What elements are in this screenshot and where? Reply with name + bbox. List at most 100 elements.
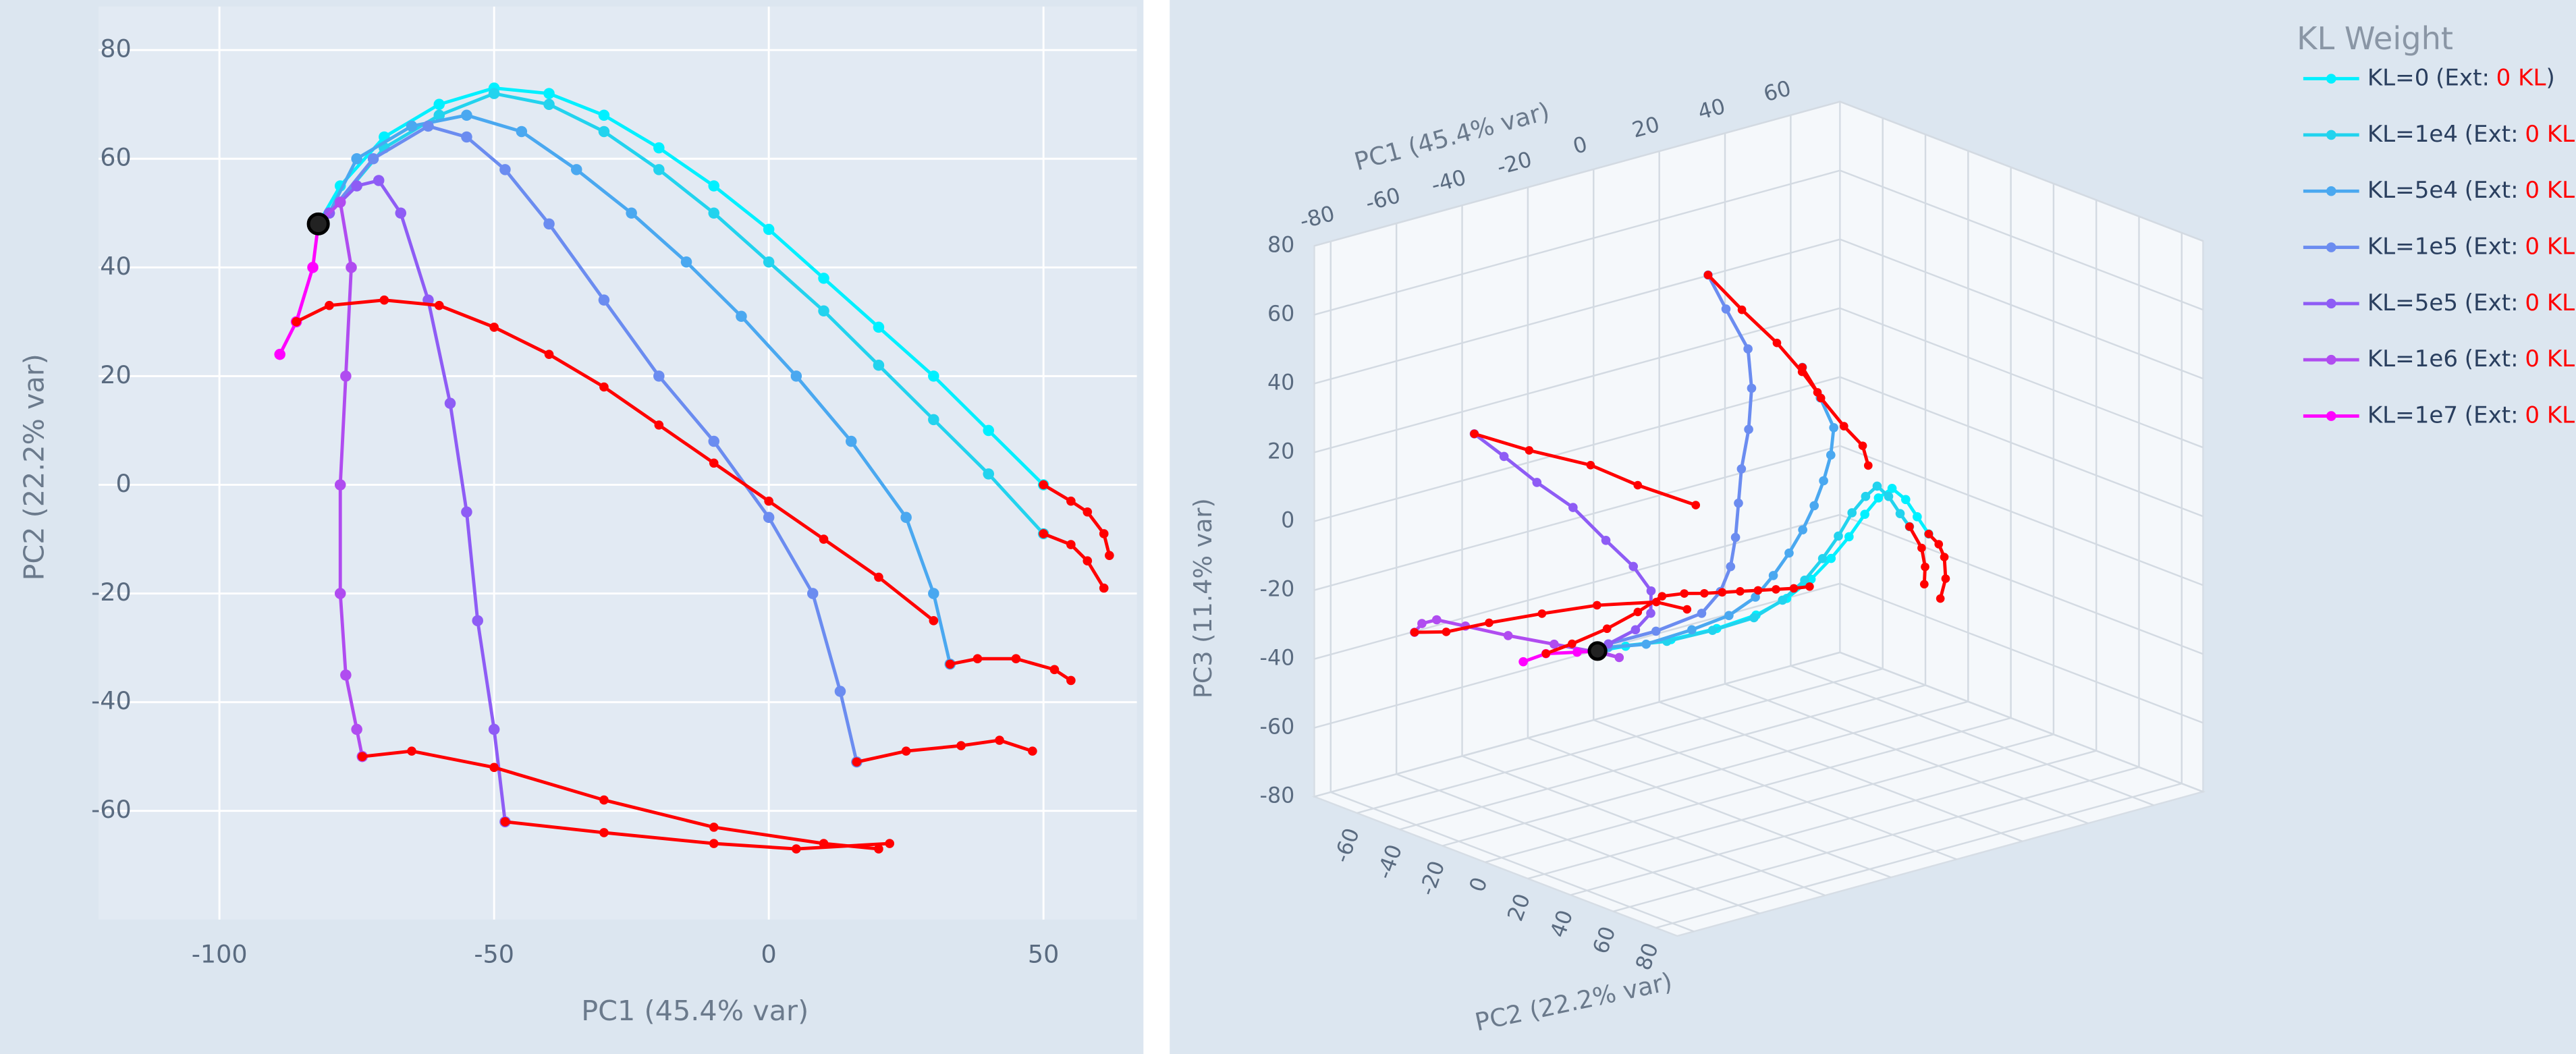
y-axis-title: PC2 (22.2% var) xyxy=(18,354,51,580)
trajectory-point xyxy=(983,424,995,437)
extrapolation-point xyxy=(995,736,1004,745)
trajectory-point xyxy=(461,506,472,518)
extrapolation-point xyxy=(1919,580,1929,589)
trajectory-line xyxy=(278,223,321,356)
grid-line xyxy=(1655,783,2183,929)
trajectory-point xyxy=(1518,657,1528,667)
trajectory-point xyxy=(307,262,319,273)
z-axis-title: PC3 (11.4% var) xyxy=(1188,498,1217,698)
trajectory-point xyxy=(543,99,555,110)
trajectory-point xyxy=(1809,501,1819,511)
extrapolation-point xyxy=(1066,496,1076,506)
extrapolation-point xyxy=(599,382,609,392)
trajectory-point xyxy=(1687,625,1697,635)
trajectory-point xyxy=(461,109,472,121)
trajectory-line xyxy=(1596,274,1753,653)
x-axis-title: PC1 (45.4% var) xyxy=(581,995,809,1027)
y-tick-label: -60 xyxy=(91,795,132,824)
trajectory-point xyxy=(334,479,346,491)
grid-line xyxy=(1356,667,1884,814)
trajectory-point xyxy=(406,120,418,132)
trajectory-point xyxy=(708,180,720,192)
trajectory-point xyxy=(708,207,720,219)
legend-swatch-dot xyxy=(2326,242,2336,252)
extrapolation-point xyxy=(874,844,883,854)
legend-ext-open: (Ext: xyxy=(2465,345,2519,372)
extrapolation-point xyxy=(945,659,955,669)
trajectory-point xyxy=(834,686,846,697)
extrapolation-point xyxy=(1066,540,1076,549)
extrapolation-point xyxy=(599,828,609,837)
extrapolation-point xyxy=(901,746,911,756)
extrapolation-point xyxy=(489,323,499,332)
trajectory-point xyxy=(1724,611,1734,620)
legend-ext-value: 0 KL xyxy=(2525,345,2575,372)
extrapolation-point xyxy=(1633,607,1643,617)
extrapolation-point xyxy=(956,741,966,750)
y-tick-label: 20 xyxy=(100,360,131,389)
extrapolation-point xyxy=(1525,446,1534,455)
extrapolation-point xyxy=(1718,588,1727,597)
trajectory-point xyxy=(873,360,885,371)
legend-ext-close: ) xyxy=(2575,401,2576,428)
grid-line xyxy=(1314,514,1840,660)
trajectory-point xyxy=(1778,595,1788,605)
grid-line xyxy=(1724,683,2089,825)
trajectory-point xyxy=(626,207,637,219)
start-point xyxy=(1587,641,1608,661)
grid-line xyxy=(1527,737,1892,879)
trajectory-point xyxy=(983,468,995,480)
trajectory-point xyxy=(488,723,500,736)
extrapolation-point xyxy=(1839,422,1848,431)
trajectory-line xyxy=(317,124,858,762)
trajectory-point xyxy=(653,370,665,382)
trajectory-point xyxy=(818,305,829,317)
trajectory-point xyxy=(570,164,582,175)
extrapolation-point xyxy=(852,757,862,767)
trajectory-point xyxy=(1895,509,1905,519)
trajectory-point xyxy=(340,370,352,382)
trajectory-point xyxy=(1847,508,1857,518)
extrapolation-point xyxy=(325,300,334,310)
trajectory-point xyxy=(1817,553,1828,563)
legend-entry: KL=1e7 (Ext:0 KL) xyxy=(2367,401,2576,428)
trajectory-point xyxy=(708,435,720,447)
y-tick-label: 40 xyxy=(100,252,131,281)
trajectory-point xyxy=(1572,647,1582,657)
grid-line xyxy=(1839,651,2203,793)
extrapolation-point xyxy=(764,496,773,506)
trajectory-point xyxy=(334,588,346,599)
extrapolation-point xyxy=(1485,618,1493,628)
legend-ext-value: 0 KL xyxy=(2525,177,2575,204)
legend-ext-close: ) xyxy=(2575,345,2576,372)
trajectory-point xyxy=(351,180,362,192)
legend-swatch-dot xyxy=(2326,354,2336,365)
extrapolation-point xyxy=(792,844,801,854)
extrapolation-point xyxy=(379,295,389,305)
grid-line xyxy=(1314,651,1840,798)
extrapolation-point xyxy=(1470,429,1479,439)
trajectory-point xyxy=(334,196,346,208)
legend-swatch-dot xyxy=(2326,298,2336,309)
extrapolation-point xyxy=(500,817,510,827)
trajectory-point xyxy=(351,152,362,165)
trajectory-point xyxy=(1826,553,1836,563)
extrapolation-point xyxy=(1039,480,1048,490)
x-tick-label: -100 xyxy=(192,940,248,969)
z-tick-label: -60 xyxy=(1260,715,1295,740)
z-tick-label: -20 xyxy=(1260,578,1295,602)
trajectory-point xyxy=(763,256,775,268)
extrapolation-point xyxy=(1905,522,1914,531)
extrapolation-point xyxy=(1917,543,1926,553)
z-tick-label: 0 xyxy=(1281,509,1294,533)
extrapolation-point xyxy=(819,534,829,544)
y-tick-label: 80 xyxy=(100,34,131,63)
legend-swatch-dot xyxy=(2326,186,2336,196)
trajectory-point xyxy=(1900,495,1911,505)
grid-line xyxy=(1839,514,2203,655)
extrapolation-point xyxy=(489,762,499,773)
trajectory-point xyxy=(543,218,555,230)
trajectory-point xyxy=(444,397,456,409)
trajectory-point xyxy=(1873,493,1884,503)
trajectory-point xyxy=(1829,422,1838,433)
